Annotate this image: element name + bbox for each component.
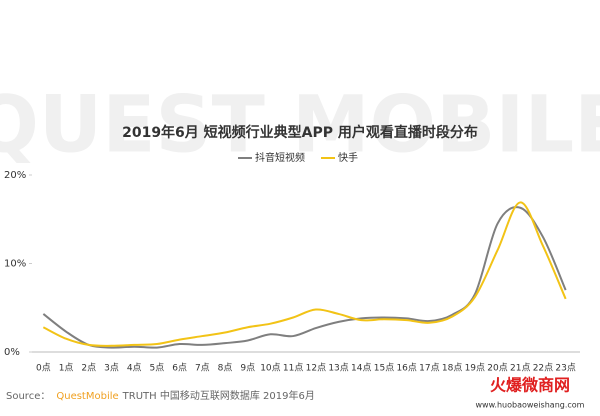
x-tick-label: 15点: [374, 363, 394, 374]
x-tick-label: 4点: [127, 363, 142, 374]
x-tick-label: 9点: [240, 363, 255, 374]
x-tick-label: 22点: [533, 363, 553, 374]
logo-name: 火爆微商网: [490, 376, 570, 395]
source: Source： QuestMobile TRUTH 中国移动互联网数据库 2019年…: [6, 389, 315, 402]
y-tick-label: 10%: [4, 259, 26, 270]
x-tick-label: 17点: [419, 363, 439, 374]
logo-url: www.huobaoweishang.com: [476, 401, 585, 410]
legend-label: 快手: [338, 151, 358, 164]
x-tick-label: 16点: [396, 363, 416, 374]
x-tick-label: 8点: [218, 363, 233, 374]
x-tick-label: 1点: [59, 363, 74, 374]
chart-title: 2019年6月 短视频行业典型APP 用户观看直播时段分布: [122, 124, 478, 141]
x-tick-label: 3点: [104, 363, 119, 374]
source-prefix: Source：: [6, 391, 50, 402]
x-tick-label: 20点: [487, 363, 507, 374]
x-tick-label: 23点: [555, 363, 575, 374]
x-tick-label: 7点: [195, 363, 210, 374]
watermark: QUEST MOBILE: [0, 80, 600, 170]
series-line: [42, 201, 567, 347]
y-tick-label: 20%: [4, 170, 26, 181]
x-tick-label: 2点: [81, 363, 96, 374]
source-brand: QuestMobile: [56, 391, 118, 402]
x-tick-label: 10点: [260, 363, 280, 374]
x-tick-label: 21点: [510, 363, 530, 374]
series-line: [42, 206, 567, 349]
x-tick-label: 6点: [172, 363, 187, 374]
x-tick-label: 12点: [306, 363, 326, 374]
y-tick-label: 0%: [4, 347, 20, 358]
x-tick-label: 18点: [442, 363, 462, 374]
source-text: TRUTH 中国移动互联网数据库 2019年6月: [122, 389, 315, 402]
x-tick-label: 11点: [283, 363, 303, 374]
x-tick-label: 13点: [328, 363, 348, 374]
legend-label: 抖音短视频: [255, 151, 305, 164]
x-tick-label: 14点: [351, 363, 371, 374]
x-tick-label: 19点: [465, 363, 485, 374]
x-tick-label: 0点: [36, 363, 51, 374]
x-tick-label: 5点: [150, 363, 165, 374]
